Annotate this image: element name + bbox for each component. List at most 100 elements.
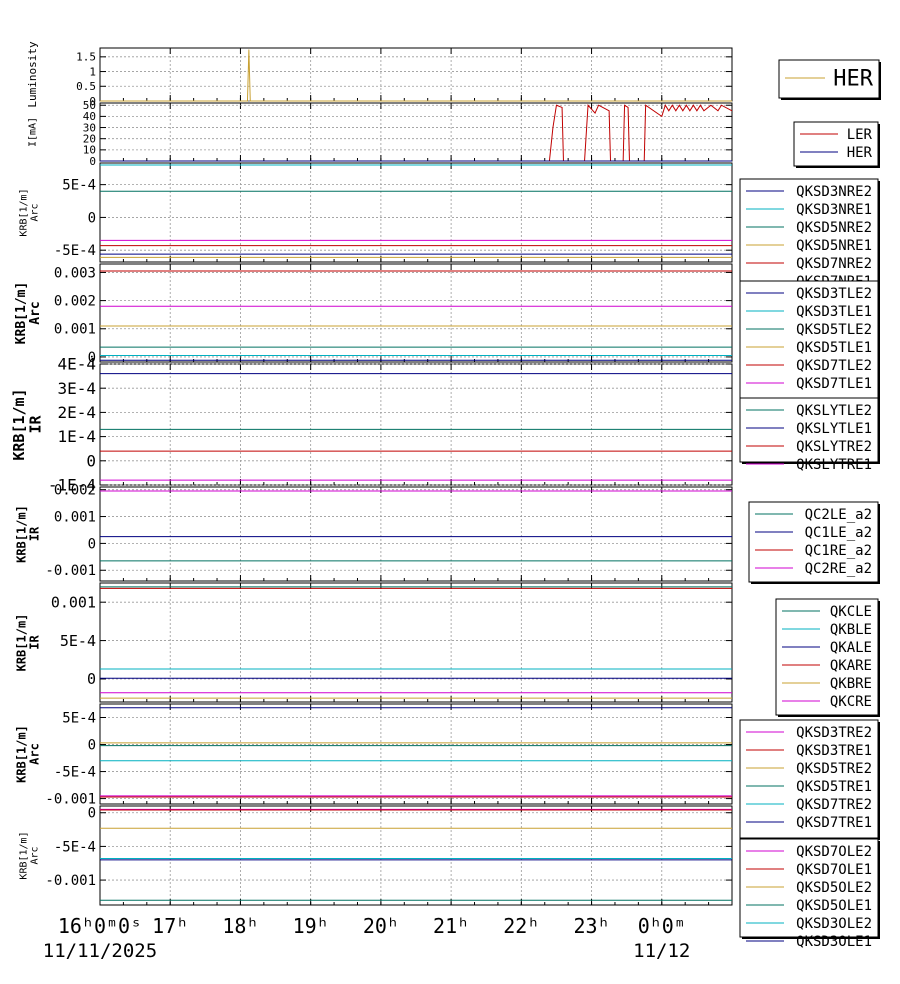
y-tick-label: -5E-4	[54, 839, 96, 855]
y-tick-label: 0	[88, 210, 96, 226]
plot-frame	[99, 363, 733, 486]
y-tick-label: 0.002	[54, 483, 96, 499]
panel-8: -0.001 -5E-4 0 5E-4 KRB[1/m]Arc	[14, 703, 733, 807]
legend-entry: QKSD5NRE1	[796, 238, 872, 254]
y-tick-label: 50	[83, 99, 96, 112]
panel-9: -0.001 -5E-4 0 KRB[1/m]Arc	[19, 805, 733, 906]
y-tick-label: -1E-4	[48, 476, 96, 495]
legend: HER	[778, 59, 881, 100]
legend: QKCLE QKBLE QKALE QKARE QKBRE QKCRE	[775, 598, 880, 717]
legend: QKSLYTLE2 QKSLYTLE1 QKSLYTRE2 QKSLYTRE1	[739, 397, 880, 473]
y-tick-label: 0	[89, 155, 96, 168]
y-tick-label: -0.001	[45, 873, 96, 889]
y-axis-label: Luminosity	[26, 41, 39, 108]
legend-box	[775, 598, 879, 716]
y-tick-label: 5E-4	[62, 710, 96, 726]
y-tick-label: 0.003	[54, 265, 96, 281]
legend-entry: QKSD5TLE2	[796, 322, 872, 338]
legend-box	[739, 280, 879, 400]
legend-entry: QKSD5OLE1	[796, 898, 872, 914]
legend-box	[739, 178, 879, 298]
legend-entry: QC1RE_a2	[805, 543, 872, 559]
y-tick-label: 0	[88, 737, 96, 753]
panel-6: -0.001 0 0.001 0.002 KRB[1/m]IR	[14, 483, 733, 582]
y-axis-label: KRB[1/m]Arc	[19, 831, 41, 879]
x-date-label: 11/11/2025	[43, 940, 157, 962]
y-tick-label: 5E-4	[62, 178, 96, 194]
x-tick-label: 20ʰ	[363, 914, 399, 938]
y-tick-label: -0.001	[45, 791, 96, 807]
legend-box	[778, 59, 880, 99]
y-tick-label: 0	[87, 670, 96, 688]
legend-box	[739, 838, 879, 938]
legend-entry: QKSD5OLE2	[796, 880, 872, 896]
legend-entry: QKSLYTLE2	[796, 403, 872, 419]
y-tick-label: 0	[88, 806, 96, 822]
legend-entry: QC2RE_a2	[805, 561, 872, 577]
plot-frame	[99, 47, 733, 102]
legend-box	[793, 121, 879, 167]
y-axis-label: I[mA]	[28, 117, 39, 147]
y-tick-label: 10	[83, 144, 96, 157]
legend: QKSD3TLE2 QKSD3TLE1 QKSD5TLE2 QKSD5TLE1 QKSD…	[739, 280, 880, 401]
y-tick-label: 2E-4	[57, 403, 96, 422]
legend-entry: QKSLYTRE2	[796, 439, 872, 455]
legend-entry: QKSD3TRE2	[796, 725, 872, 741]
legend-entry: QKSD3TLE2	[796, 286, 872, 302]
y-tick-label: 4E-4	[57, 355, 96, 374]
x-tick-label: 22ʰ	[503, 914, 539, 938]
legend-box	[739, 719, 879, 839]
plot-frame	[99, 162, 733, 263]
legend: QKSD3TRE2 QKSD3TRE1 QKSD5TRE2 QKSD5TRE1 QKSD…	[739, 719, 880, 840]
y-axis-label: KRB[1/m]Arc	[19, 188, 41, 236]
legend-entry: QKARE	[830, 658, 872, 674]
y-tick-label: 40	[83, 110, 96, 123]
legend-entry: QKSD5NRE2	[796, 220, 872, 236]
legend-entry: QKSD7TLE2	[796, 358, 872, 374]
legend-entry: QKSD3NRE1	[796, 202, 872, 218]
x-tick-label: 19ʰ	[293, 914, 329, 938]
legend-entry: QKSLYTRE1	[796, 457, 872, 473]
y-tick-label: -0.001	[45, 563, 96, 579]
y-axis-label: KRB[1/m]IR	[14, 505, 41, 563]
legend-entry: QKSD7TRE2	[796, 797, 872, 813]
legend-entry: QKSD3TLE1	[796, 304, 872, 320]
y-tick-label: 1	[89, 65, 96, 78]
y-axis-label: KRB[1/m]IR	[14, 614, 41, 672]
legend-entry: QKSD3OLE2	[796, 916, 872, 932]
y-axis-label: KRB[1/m]IR	[10, 388, 45, 460]
x-tick-label: 16ʰ0ᵐ0ˢ	[58, 914, 142, 938]
legend-entry: QC1LE_a2	[805, 525, 872, 541]
legend: QC2LE_a2 QC1LE_a2 QC1RE_a2 QC2RE_a2	[748, 501, 880, 584]
y-tick-label: 0	[88, 350, 96, 366]
y-tick-label: 30	[83, 121, 96, 134]
series-her	[100, 49, 732, 102]
y-tick-label: 0	[89, 95, 96, 108]
plot-frame	[99, 582, 733, 703]
plot-frame	[99, 263, 733, 363]
legend-entry: QKSD7OLE2	[796, 844, 872, 860]
x-tick-label: 21ʰ	[433, 914, 469, 938]
legend-entry: QKSD3TRE1	[796, 743, 872, 759]
legend-entry: QKSD7TRE1	[796, 815, 872, 831]
legend-entry: QKSD7OLE1	[796, 862, 872, 878]
legend-box	[739, 397, 879, 463]
legend-entry: HER	[847, 145, 873, 161]
legend-entry: QKSD7TLE1	[796, 376, 872, 392]
panel-1: 0 0.5 11.5 Luminosity	[26, 41, 733, 108]
legend-entry: QKSD5TRE1	[796, 779, 872, 795]
y-tick-label: 5E-4	[60, 632, 96, 650]
y-tick-label: 1E-4	[57, 427, 96, 446]
panel-5: -1E-4 0 1E-4 2E-4 3E-4 4E-4 KRB[1/m]IR	[10, 355, 733, 495]
legend-entry: QKALE	[830, 640, 872, 656]
legend-entry: QKSD7NRE2	[796, 256, 872, 272]
legend-entry: QKBLE	[830, 622, 872, 638]
panel-3: -5E-4 0 5E-4 KRB[1/m]Arc	[19, 162, 733, 263]
y-tick-label: 20	[83, 133, 96, 146]
legend-entry: QKSD3OLE1	[796, 934, 872, 950]
legend-entry: QC2LE_a2	[805, 507, 872, 523]
plot-frame	[99, 486, 733, 582]
legend-entry: QKBRE	[830, 676, 872, 692]
y-tick-label: 1.5	[76, 51, 96, 64]
